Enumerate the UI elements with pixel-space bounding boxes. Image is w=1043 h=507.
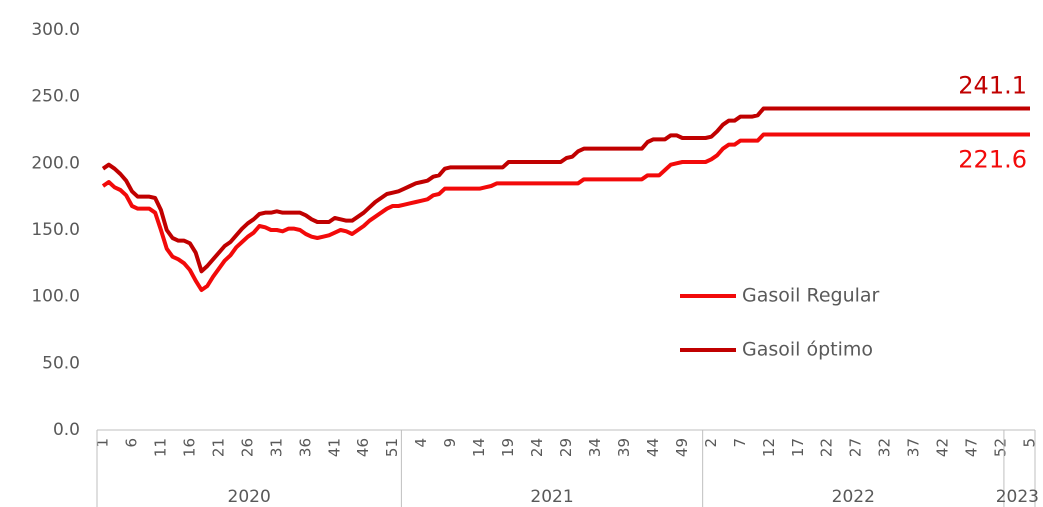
x-tick-label: 31 — [267, 438, 285, 457]
x-tick-label: 22 — [818, 438, 836, 457]
x-tick-label: 19 — [499, 438, 517, 457]
y-tick-label: 200.0 — [31, 153, 80, 173]
legend-label: Gasoil óptimo — [742, 339, 873, 361]
x-tick-label: 34 — [586, 438, 604, 457]
y-tick-label: 150.0 — [31, 220, 80, 240]
y-tick-label: 50.0 — [42, 353, 80, 373]
x-tick-label: 11 — [151, 438, 169, 457]
x-tick-label: 4 — [412, 438, 430, 448]
y-tick-label: 250.0 — [31, 87, 80, 107]
x-tick-label: 1 — [94, 438, 112, 448]
x-tick-label: 12 — [760, 438, 778, 457]
y-tick-label: 100.0 — [31, 287, 80, 307]
y-tick-label: 0.0 — [53, 420, 80, 440]
x-tick-label: 27 — [847, 438, 865, 457]
x-tick-label: 14 — [470, 438, 488, 457]
group-label: 2021 — [530, 487, 573, 507]
series-line — [101, 132, 1030, 292]
x-tick-label: 52 — [992, 438, 1010, 457]
x-tick-label: 36 — [296, 438, 314, 457]
group-label: 2020 — [228, 487, 271, 507]
x-tick-label: 2 — [702, 438, 720, 448]
x-tick-label: 47 — [963, 438, 981, 457]
x-tick-label: 21 — [209, 438, 227, 457]
x-tick-label: 6 — [122, 438, 140, 448]
x-tick-label: 39 — [615, 438, 633, 457]
x-tick-label: 41 — [325, 438, 343, 457]
x-tick-label: 7 — [731, 438, 749, 448]
group-label: 2023 — [996, 487, 1039, 507]
legend-label: Gasoil Regular — [742, 285, 880, 307]
x-tick-label: 16 — [180, 438, 198, 457]
x-tick-label: 29 — [557, 438, 575, 457]
value-label: 241.1 — [958, 72, 1027, 100]
group-label: 2022 — [832, 487, 875, 507]
x-tick-label: 5 — [1021, 438, 1039, 448]
x-tick-label: 46 — [354, 438, 372, 457]
x-tick-label: 32 — [876, 438, 894, 457]
x-tick-label: 44 — [644, 438, 662, 457]
x-tick-label: 42 — [934, 438, 952, 457]
x-tick-label: 37 — [905, 438, 923, 457]
x-tick-label: 24 — [528, 438, 546, 457]
x-tick-label: 51 — [383, 438, 401, 457]
x-tick-label: 49 — [673, 438, 691, 457]
value-label: 221.6 — [958, 146, 1027, 174]
x-tick-label: 26 — [238, 438, 256, 457]
x-tick-label: 9 — [441, 438, 459, 448]
y-tick-label: 300.0 — [31, 20, 80, 40]
x-tick-label: 17 — [789, 438, 807, 457]
series-line — [101, 106, 1030, 274]
